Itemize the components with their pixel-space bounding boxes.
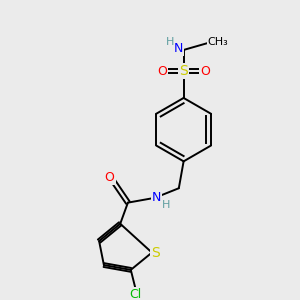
Text: Cl: Cl	[130, 288, 142, 300]
Text: H: H	[162, 200, 170, 210]
Text: O: O	[200, 64, 210, 78]
Text: CH₃: CH₃	[208, 37, 229, 47]
Text: O: O	[158, 64, 167, 78]
Text: S: S	[152, 246, 160, 260]
Text: H: H	[166, 37, 174, 47]
Text: O: O	[105, 171, 115, 184]
Text: N: N	[152, 191, 161, 204]
Text: N: N	[174, 41, 184, 55]
Text: S: S	[179, 64, 188, 78]
